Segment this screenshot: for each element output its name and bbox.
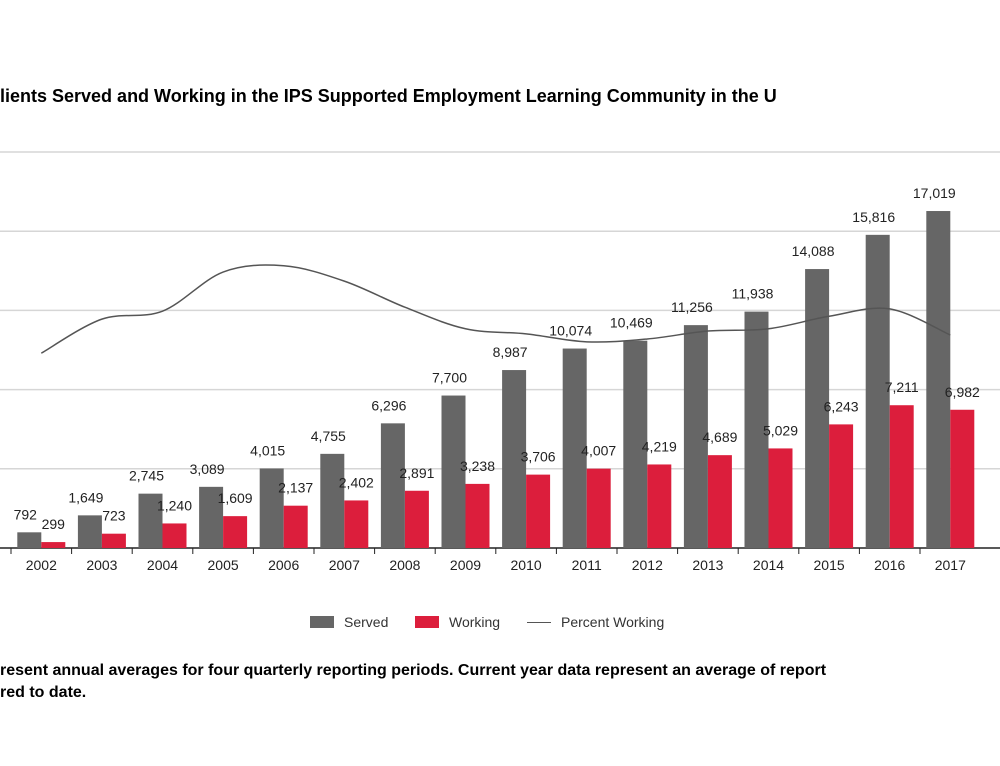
bar-working [404, 490, 429, 548]
x-tick-label: 2016 [874, 557, 905, 573]
chart-title: lients Served and Working in the IPS Sup… [0, 86, 777, 106]
data-label-working: 4,007 [581, 443, 616, 459]
legend-swatch-working [415, 616, 439, 628]
bar-served [199, 486, 224, 548]
bar-served [502, 370, 527, 548]
data-label-served: 10,469 [610, 315, 653, 331]
bar-working [283, 505, 308, 548]
data-label-working: 723 [102, 508, 126, 524]
data-label-working: 6,243 [824, 398, 859, 414]
data-label-working: 2,891 [399, 465, 434, 481]
x-tick-label: 2010 [511, 557, 542, 573]
legend-label-served: Served [344, 614, 389, 630]
data-label-served: 17,019 [913, 185, 956, 201]
data-label-working: 6,982 [945, 384, 980, 400]
legend-label-working: Working [449, 614, 501, 630]
bar-served [805, 269, 830, 548]
bar-served [683, 325, 708, 548]
bar-working [950, 409, 975, 548]
data-label-working: 1,609 [218, 490, 253, 506]
bar-served [259, 468, 284, 548]
bar-served [77, 515, 102, 548]
x-tick-label: 2007 [329, 557, 360, 573]
legend-swatch-served [310, 616, 334, 628]
data-label-served: 3,089 [190, 461, 225, 477]
bar-served [865, 234, 890, 548]
bar-served [320, 453, 345, 548]
data-label-served: 1,649 [68, 489, 103, 505]
x-tick-label: 2009 [450, 557, 481, 573]
bar-served [744, 311, 769, 548]
legend-label-percent-working: Percent Working [561, 614, 665, 630]
x-tick-label: 2015 [814, 557, 845, 573]
x-tick-label: 2002 [26, 557, 57, 573]
x-tick-label: 2008 [389, 557, 420, 573]
bar-working [162, 523, 187, 548]
data-label-served: 8,987 [493, 344, 528, 360]
bar-working [768, 448, 793, 548]
bar-working [889, 405, 914, 548]
x-tick-label: 2017 [935, 557, 966, 573]
line-percent-working [40, 264, 951, 354]
bar-working [829, 424, 854, 548]
data-label-served: 6,296 [371, 397, 406, 413]
bar-served [926, 211, 951, 548]
bar-served [138, 493, 163, 548]
data-label-working: 1,240 [157, 497, 192, 513]
data-label-served: 10,074 [549, 323, 592, 339]
bar-served [17, 532, 42, 548]
bar-working [41, 542, 66, 548]
x-tick-label: 2006 [268, 557, 299, 573]
data-label-served: 15,816 [852, 209, 895, 225]
x-tick-label: 2011 [572, 557, 602, 573]
x-tick-label: 2005 [208, 557, 239, 573]
x-tick-label: 2014 [753, 557, 784, 573]
bar-working [586, 468, 611, 548]
legend-swatch-percent-working [527, 621, 551, 623]
data-label-working: 4,689 [702, 429, 737, 445]
data-label-served: 11,256 [671, 299, 713, 315]
bar-served [562, 348, 587, 548]
bar-working [707, 455, 732, 548]
bar-working [101, 533, 126, 548]
data-label-working: 2,402 [339, 474, 374, 490]
data-label-working: 4,219 [642, 438, 677, 454]
bar-working [647, 464, 672, 548]
bar-working [526, 474, 551, 548]
legend-item-working: Working [415, 614, 500, 630]
data-label-served: 2,745 [129, 468, 164, 484]
data-label-working: 2,137 [278, 480, 313, 496]
x-tick-label: 2013 [692, 557, 723, 573]
data-label-working: 3,706 [521, 449, 556, 465]
data-label-served: 14,088 [792, 243, 835, 259]
legend-item-served: Served [310, 614, 388, 630]
data-label-served: 792 [14, 506, 38, 522]
footnote-line-1: resent annual averages for four quarterl… [0, 662, 827, 679]
bar-working [465, 483, 490, 548]
data-label-served: 7,700 [432, 370, 467, 386]
data-label-working: 7,211 [885, 379, 919, 395]
bar-served [380, 423, 405, 548]
legend-item-percent-working: Percent Working [527, 614, 664, 630]
footnote: resent annual averages for four quarterl… [0, 660, 1000, 704]
footnote-line-2: red to date. [0, 684, 87, 701]
data-label-working: 3,238 [460, 458, 495, 474]
x-tick-label: 2003 [86, 557, 117, 573]
data-label-working: 299 [42, 516, 66, 532]
data-label-served: 4,755 [311, 428, 346, 444]
bar-working [344, 500, 369, 548]
bar-served [441, 395, 466, 548]
bar-working [223, 516, 248, 548]
chart-legend: Served Working Percent Working [0, 614, 1000, 636]
data-label-working: 5,029 [763, 422, 798, 438]
x-tick-label: 2012 [632, 557, 663, 573]
x-tick-label: 2004 [147, 557, 178, 573]
bar-served [623, 340, 648, 548]
data-label-served: 11,938 [732, 286, 774, 302]
data-label-served: 4,015 [250, 443, 285, 459]
